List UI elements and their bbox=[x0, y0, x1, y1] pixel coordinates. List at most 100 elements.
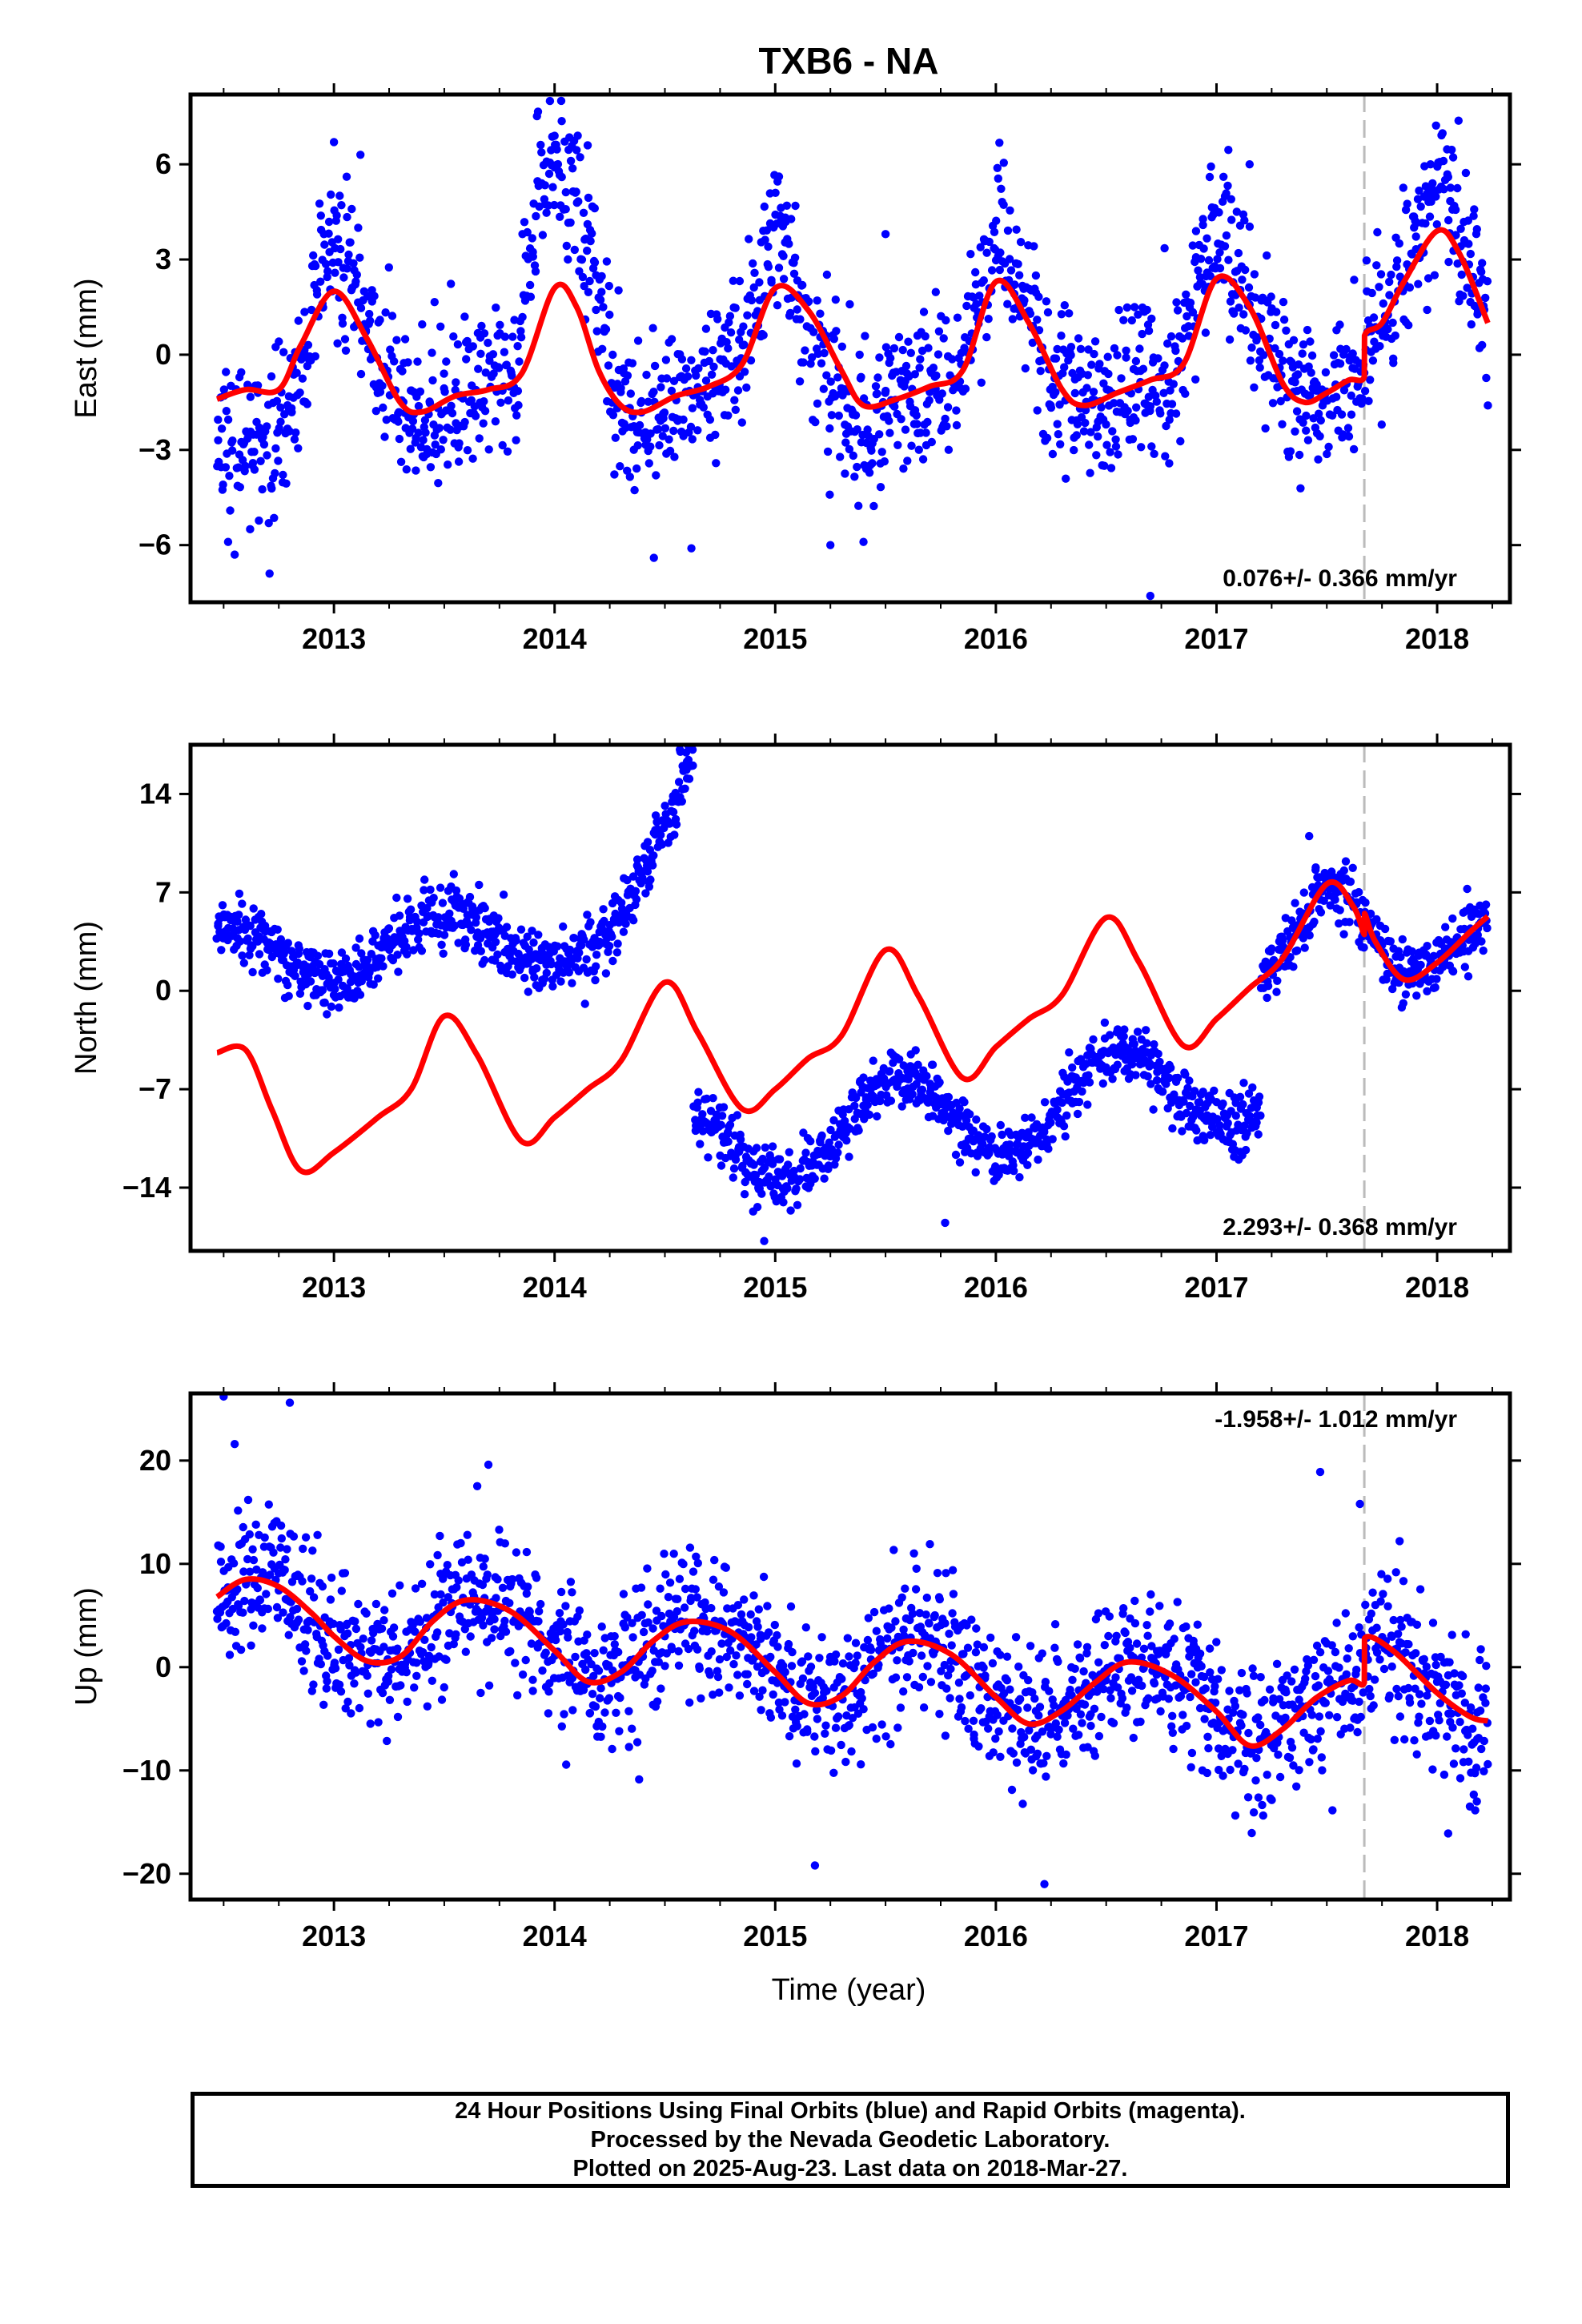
data-point bbox=[523, 932, 532, 941]
data-point bbox=[974, 1742, 983, 1751]
data-point bbox=[661, 1570, 670, 1579]
y-tick-label: 6 bbox=[155, 147, 171, 180]
data-point bbox=[806, 1663, 816, 1671]
data-point bbox=[1416, 960, 1425, 970]
data-point bbox=[1038, 1649, 1047, 1658]
data-point bbox=[1300, 943, 1309, 952]
data-point bbox=[588, 1690, 597, 1699]
data-point bbox=[1082, 1649, 1091, 1658]
data-point bbox=[845, 1152, 853, 1161]
data-point bbox=[703, 1627, 712, 1636]
data-point bbox=[452, 1630, 460, 1639]
data-point bbox=[1222, 231, 1231, 240]
data-point bbox=[374, 1718, 383, 1727]
data-point bbox=[1171, 409, 1181, 418]
data-point bbox=[493, 1575, 502, 1584]
data-point bbox=[1310, 917, 1319, 927]
data-point bbox=[500, 332, 509, 341]
data-point bbox=[598, 344, 607, 353]
data-point bbox=[639, 1627, 648, 1637]
data-point bbox=[389, 1623, 399, 1632]
data-point bbox=[1347, 391, 1356, 400]
data-point bbox=[1053, 344, 1062, 354]
data-point bbox=[935, 1594, 945, 1604]
data-point bbox=[749, 1591, 758, 1600]
data-point bbox=[636, 1583, 646, 1592]
data-point bbox=[959, 1650, 968, 1659]
data-point bbox=[390, 357, 399, 366]
data-point bbox=[762, 226, 771, 235]
data-point bbox=[688, 404, 697, 412]
data-point bbox=[490, 1625, 499, 1634]
data-point bbox=[923, 417, 932, 427]
data-point bbox=[234, 1506, 243, 1515]
data-point bbox=[973, 1152, 982, 1160]
data-point bbox=[1226, 297, 1235, 306]
data-point bbox=[276, 417, 285, 426]
data-point bbox=[496, 398, 505, 407]
data-point bbox=[996, 1752, 1005, 1761]
data-point-outlier bbox=[246, 525, 255, 534]
data-point bbox=[811, 1747, 820, 1756]
data-point bbox=[1086, 468, 1094, 477]
data-point bbox=[953, 313, 962, 322]
data-point bbox=[1439, 185, 1448, 194]
data-point bbox=[1349, 444, 1359, 454]
data-point bbox=[318, 986, 327, 995]
data-point-outlier bbox=[682, 774, 692, 783]
data-point bbox=[1090, 349, 1098, 359]
data-point bbox=[1083, 1100, 1092, 1109]
data-point bbox=[452, 1582, 461, 1592]
data-point bbox=[384, 263, 393, 272]
data-point bbox=[837, 1740, 845, 1750]
data-point bbox=[323, 1651, 332, 1660]
data-point bbox=[733, 1111, 742, 1120]
data-point bbox=[556, 977, 565, 986]
data-point bbox=[921, 1610, 930, 1619]
data-point bbox=[1038, 1727, 1047, 1736]
data-point bbox=[779, 1198, 788, 1207]
data-point bbox=[985, 1149, 994, 1158]
data-point bbox=[442, 1655, 451, 1664]
data-point bbox=[289, 1532, 299, 1541]
data-point bbox=[1118, 1694, 1127, 1703]
data-point bbox=[527, 1639, 536, 1648]
data-point bbox=[1109, 1719, 1118, 1727]
data-point bbox=[377, 1624, 387, 1633]
data-point bbox=[1399, 183, 1408, 192]
data-point bbox=[442, 357, 451, 366]
data-point bbox=[479, 1562, 488, 1571]
data-point bbox=[1144, 326, 1154, 336]
data-point bbox=[460, 312, 469, 321]
data-point bbox=[1042, 433, 1052, 443]
data-point bbox=[548, 982, 557, 991]
data-point bbox=[952, 406, 961, 415]
data-point bbox=[1166, 1063, 1175, 1072]
data-point bbox=[356, 304, 366, 312]
data-point bbox=[462, 355, 471, 364]
data-point bbox=[819, 384, 828, 393]
data-point bbox=[698, 1110, 707, 1119]
data-point bbox=[834, 1140, 843, 1149]
data-point bbox=[648, 324, 657, 332]
data-point bbox=[996, 248, 1005, 257]
data-point bbox=[307, 1574, 316, 1583]
data-point bbox=[460, 417, 469, 427]
data-point bbox=[426, 1560, 435, 1569]
data-point bbox=[1044, 1144, 1053, 1153]
data-point bbox=[615, 1727, 624, 1735]
data-point bbox=[1167, 400, 1177, 408]
data-point bbox=[1240, 216, 1249, 225]
data-point bbox=[588, 229, 596, 238]
data-point bbox=[1469, 211, 1478, 220]
data-point bbox=[903, 456, 912, 465]
data-point bbox=[725, 1683, 733, 1692]
data-point bbox=[1057, 332, 1066, 340]
data-point bbox=[1089, 388, 1098, 396]
data-point bbox=[628, 359, 637, 368]
data-point bbox=[656, 1584, 665, 1593]
data-point bbox=[313, 951, 323, 960]
data-point bbox=[338, 319, 347, 328]
data-point bbox=[970, 1730, 978, 1739]
x-tick-label: 2014 bbox=[523, 1920, 587, 1952]
